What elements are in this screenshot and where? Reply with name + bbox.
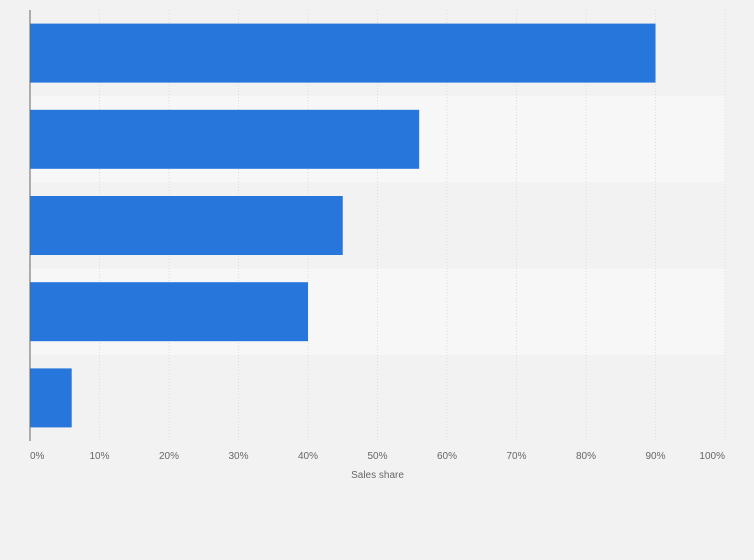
x-tick-label: 50% [367,451,387,462]
bar[interactable] [30,196,343,255]
x-axis-title: Sales share [351,470,404,481]
x-tick-label: 100% [699,451,725,462]
x-axis-ticks: 0% 10% 20% 30% 40% 50% 60% 70% 80% 90% 100% [30,451,725,462]
x-tick-label: 90% [645,451,665,462]
x-tick-label: 60% [437,451,457,462]
bar[interactable] [30,368,72,428]
bar[interactable] [30,23,656,83]
bar[interactable] [30,109,420,169]
x-tick-label: 30% [228,451,248,462]
x-tick-label: 70% [506,451,526,462]
x-tick-label: 80% [576,451,596,462]
x-tick-label: 10% [89,451,109,462]
x-tick-label: 40% [298,451,318,462]
bar[interactable] [30,282,308,342]
bars [30,23,656,428]
x-tick-label: 0% [30,451,45,462]
x-tick-label: 20% [159,451,179,462]
